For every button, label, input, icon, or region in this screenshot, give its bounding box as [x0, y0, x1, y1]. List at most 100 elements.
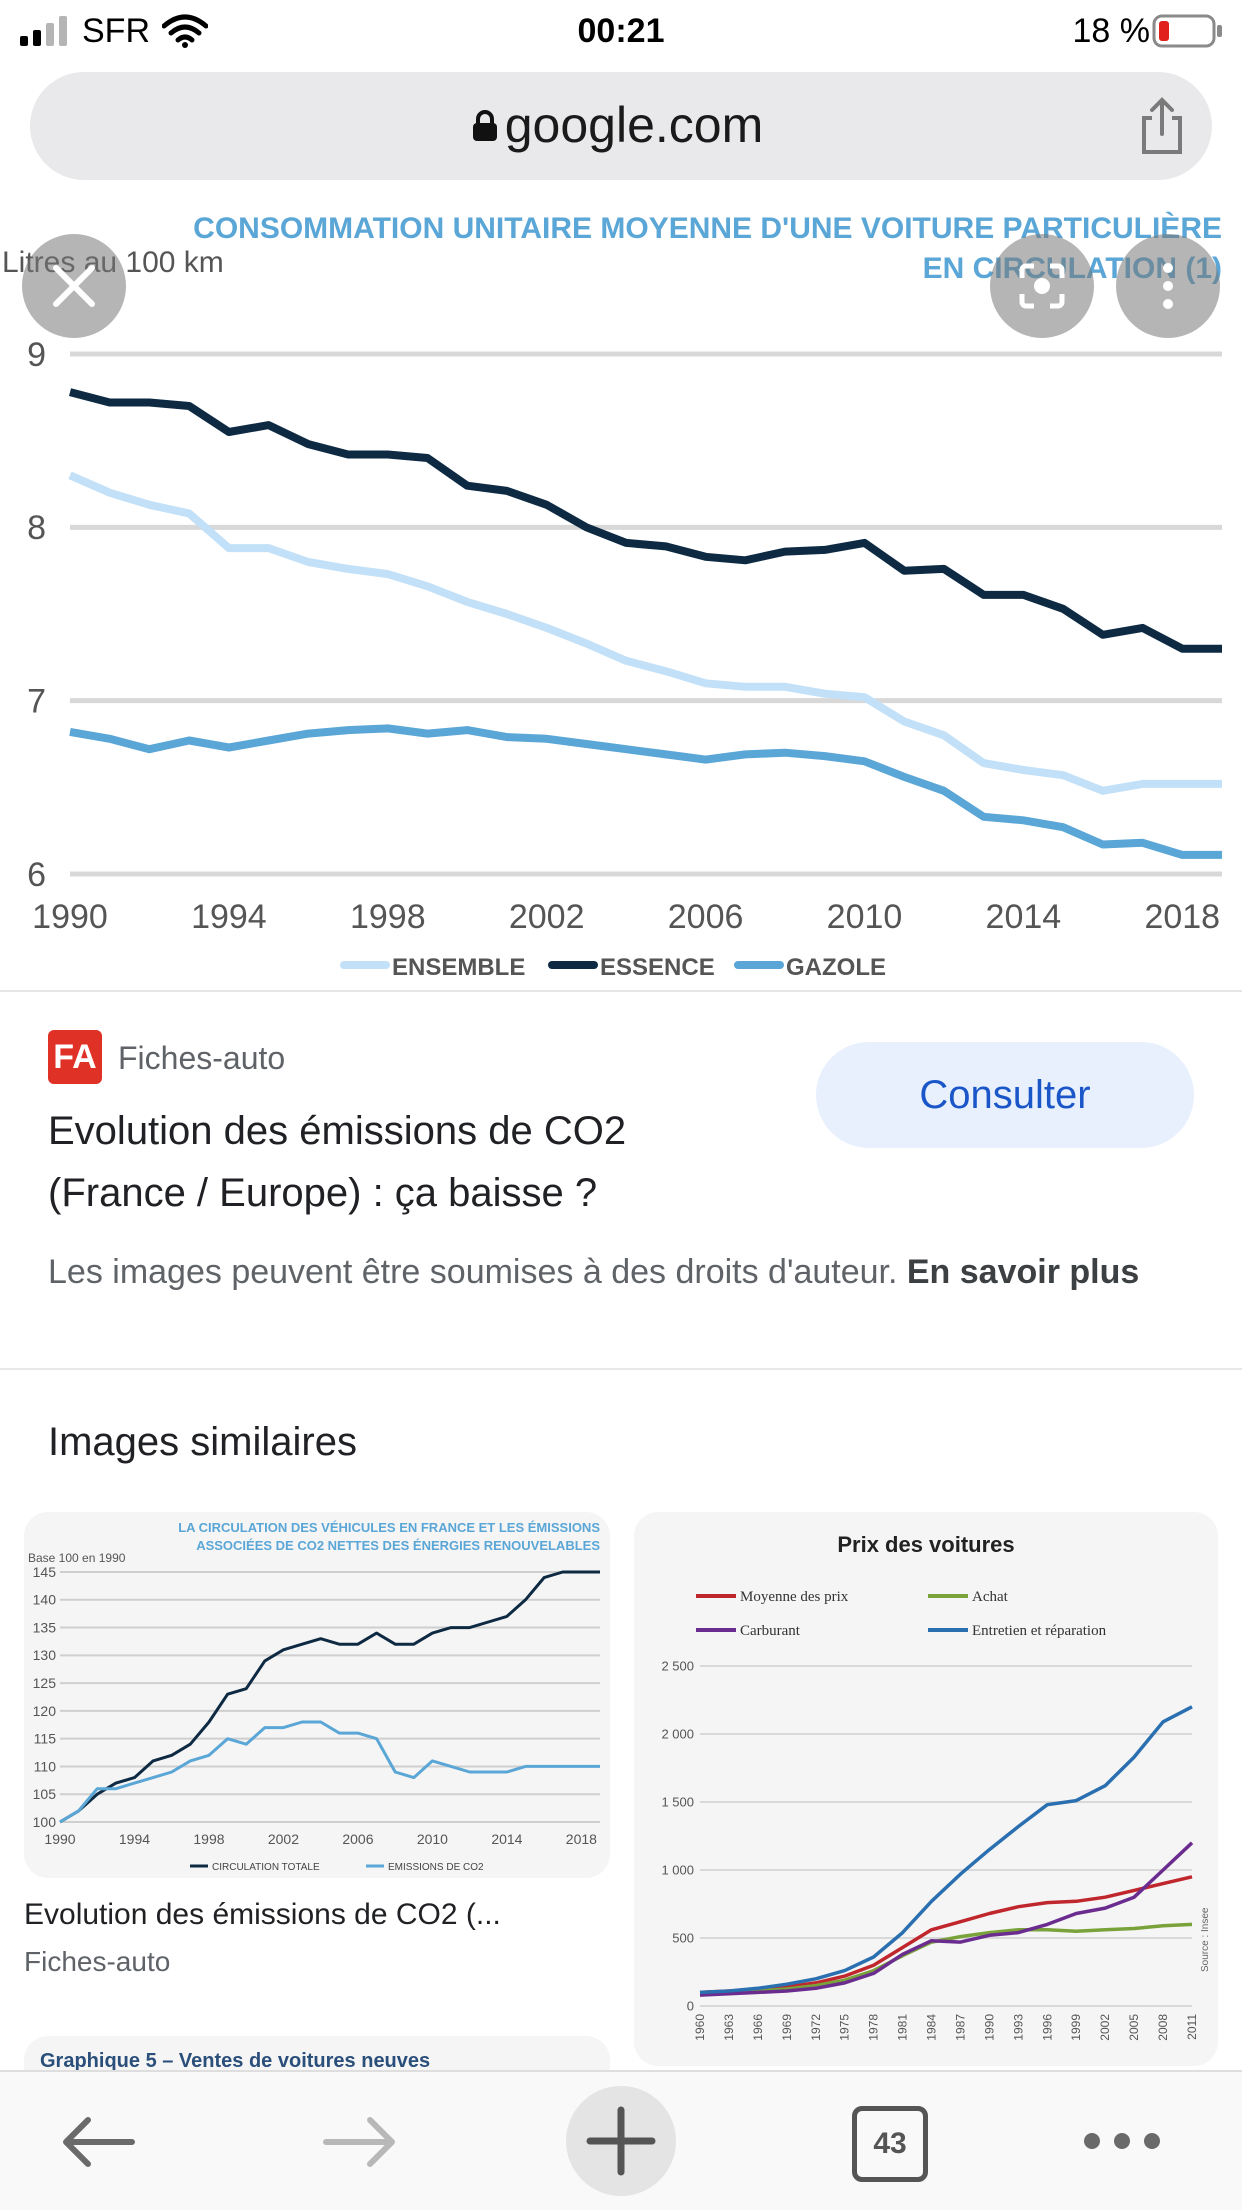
consult-button[interactable]: Consulter	[816, 1042, 1194, 1148]
x-tick-label: 2010	[417, 1831, 448, 1847]
x-tick-label: 1981	[896, 2014, 910, 2041]
result-title-line1: Evolution des émissions de CO2	[48, 1109, 627, 1153]
similar-image-card-1[interactable]: LA CIRCULATION DES VÉHICULES EN FRANCE E…	[24, 1512, 610, 1878]
series-line-carburant	[699, 1841, 1194, 1997]
clock: 00:21	[577, 12, 665, 50]
divider	[0, 1368, 1242, 1370]
x-tick-label: 2008	[1156, 2014, 1170, 2041]
status-bar: SFR 00:21 18 %	[0, 0, 1242, 64]
y-tick-label: 130	[33, 1647, 57, 1663]
x-tick-label: 1978	[867, 2014, 881, 2041]
legend-label: GAZOLE	[786, 954, 886, 981]
x-tick-label: 1990	[982, 2014, 996, 2041]
x-tick-label: 1999	[1069, 2014, 1083, 2041]
new-tab-button[interactable]	[566, 2086, 676, 2196]
legend-label: ESSENCE	[600, 954, 715, 981]
card2-title: Prix des voitures	[837, 1532, 1014, 1557]
bottom-toolbar: 43	[0, 2070, 1242, 2210]
tab-switcher-button[interactable]: 43	[852, 2106, 928, 2182]
similar-image-source-1: Fiches-auto	[24, 1946, 171, 1977]
x-tick-label: 2006	[668, 898, 744, 936]
carrier-label: SFR	[82, 12, 150, 50]
x-tick-label: 1994	[191, 898, 267, 936]
x-tick-label: 1972	[809, 2014, 823, 2041]
y-tick-label: 135	[33, 1619, 57, 1635]
x-tick-label: 1996	[1040, 2014, 1054, 2041]
copyright-text: Les images peuvent être soumises à des d…	[48, 1253, 898, 1291]
y-tick-label: 9	[27, 336, 46, 374]
source-logo: FA	[48, 1030, 102, 1084]
y-tick-label: 120	[33, 1703, 57, 1719]
more-options-button[interactable]	[1116, 234, 1220, 338]
legend-label: ENSEMBLE	[392, 954, 525, 981]
x-tick-label: 1963	[722, 2014, 736, 2041]
series-line-circulation-totale	[59, 1570, 600, 1824]
similar-image-caption-1[interactable]: Evolution des émissions de CO2 (...	[24, 1898, 501, 1931]
y-tick-label: 500	[672, 1931, 694, 1946]
legend-label: CIRCULATION TOTALE	[212, 1862, 320, 1873]
x-tick-label: 2018	[566, 1831, 597, 1847]
x-tick-label: 1969	[780, 2014, 794, 2041]
x-tick-label: 1993	[1011, 2014, 1025, 2041]
card1-title-line2: ASSOCIÉES DE CO2 NETTES DES ÉNERGIES REN…	[196, 1538, 600, 1553]
x-tick-label: 1998	[350, 898, 426, 936]
x-tick-label: 1994	[119, 1831, 150, 1847]
more-dots-icon[interactable]	[1080, 2128, 1164, 2154]
x-tick-label: 2018	[1144, 898, 1220, 936]
y-tick-label: 100	[33, 1814, 57, 1830]
x-tick-label: 1987	[953, 2014, 967, 2041]
y-tick-label: 140	[33, 1592, 57, 1608]
x-tick-label: 2014	[986, 898, 1062, 936]
wifi-icon	[162, 14, 208, 48]
series-line-achat	[699, 1922, 1193, 1995]
series-line-gazole	[69, 724, 1222, 859]
y-tick-label: 8	[27, 509, 46, 547]
series-line-moyenne-des-prix	[699, 1875, 1193, 1995]
y-tick-label: 1 000	[661, 1863, 694, 1878]
plus-icon	[586, 2106, 656, 2176]
copyright-notice: Les images peuvent être soumises à des d…	[48, 1248, 1198, 1296]
x-tick-label: 1960	[693, 2014, 707, 2041]
lens-button[interactable]	[990, 234, 1094, 338]
card3-title: Graphique 5 – Ventes de voitures neuves	[40, 2050, 431, 2072]
lens-icon	[1019, 263, 1065, 309]
series-line-emissions-de-co2	[59, 1720, 600, 1824]
share-icon[interactable]	[1136, 96, 1188, 156]
legend-label: EMISSIONS DE CO2	[388, 1862, 484, 1873]
series-line-ensemble	[68, 471, 1222, 795]
close-button[interactable]	[22, 234, 126, 338]
battery-percent: 18 %	[1072, 12, 1151, 50]
card1-title-line1: LA CIRCULATION DES VÉHICULES EN FRANCE E…	[178, 1520, 600, 1535]
card2-source-label: Source : Insee	[1200, 1907, 1211, 1972]
x-tick-label: 2011	[1185, 2014, 1199, 2040]
back-arrow-icon[interactable]	[58, 2112, 138, 2172]
x-tick-label: 2002	[268, 1831, 299, 1847]
lock-icon	[473, 110, 497, 141]
similar-chart-1: LA CIRCULATION DES VÉHICULES EN FRANCE E…	[28, 1520, 600, 1873]
result-title[interactable]: Evolution des émissions de CO2 (France /…	[48, 1100, 768, 1224]
legend-label: Carburant	[740, 1623, 801, 1639]
address-bar[interactable]: google.com	[30, 72, 1212, 180]
vertical-dots-icon	[1163, 263, 1173, 309]
forward-arrow-icon[interactable]	[320, 2112, 400, 2172]
y-tick-label: 7	[27, 683, 46, 721]
y-tick-label: 110	[34, 1758, 57, 1774]
x-tick-label: 1990	[44, 1831, 75, 1847]
x-tick-label: 1984	[925, 2014, 939, 2041]
series-line-entretien-et-r-paration	[699, 1705, 1193, 1995]
legend-label: Moyenne des prix	[740, 1589, 849, 1605]
source-name[interactable]: Fiches-auto	[118, 1040, 286, 1076]
x-tick-label: 2005	[1127, 2014, 1141, 2041]
x-tick-label: 2010	[827, 898, 903, 936]
y-tick-label: 145	[33, 1564, 57, 1580]
legend-label: Achat	[972, 1589, 1009, 1605]
x-tick-label: 1966	[751, 2014, 765, 2041]
similar-image-card-2[interactable]: Prix des voitures Moyenne des prix Achat C…	[634, 1512, 1218, 2066]
image-viewer[interactable]: CONSOMMATION UNITAIRE MOYENNE D'UNE VOIT…	[0, 210, 1242, 992]
y-tick-label: 105	[33, 1786, 57, 1802]
legend-label: Entretien et réparation	[972, 1623, 1107, 1639]
series-line-essence	[68, 388, 1222, 653]
x-tick-label: 1998	[193, 1831, 224, 1847]
learn-more-link[interactable]: En savoir plus	[906, 1253, 1140, 1291]
y-tick-label: 125	[33, 1675, 57, 1691]
